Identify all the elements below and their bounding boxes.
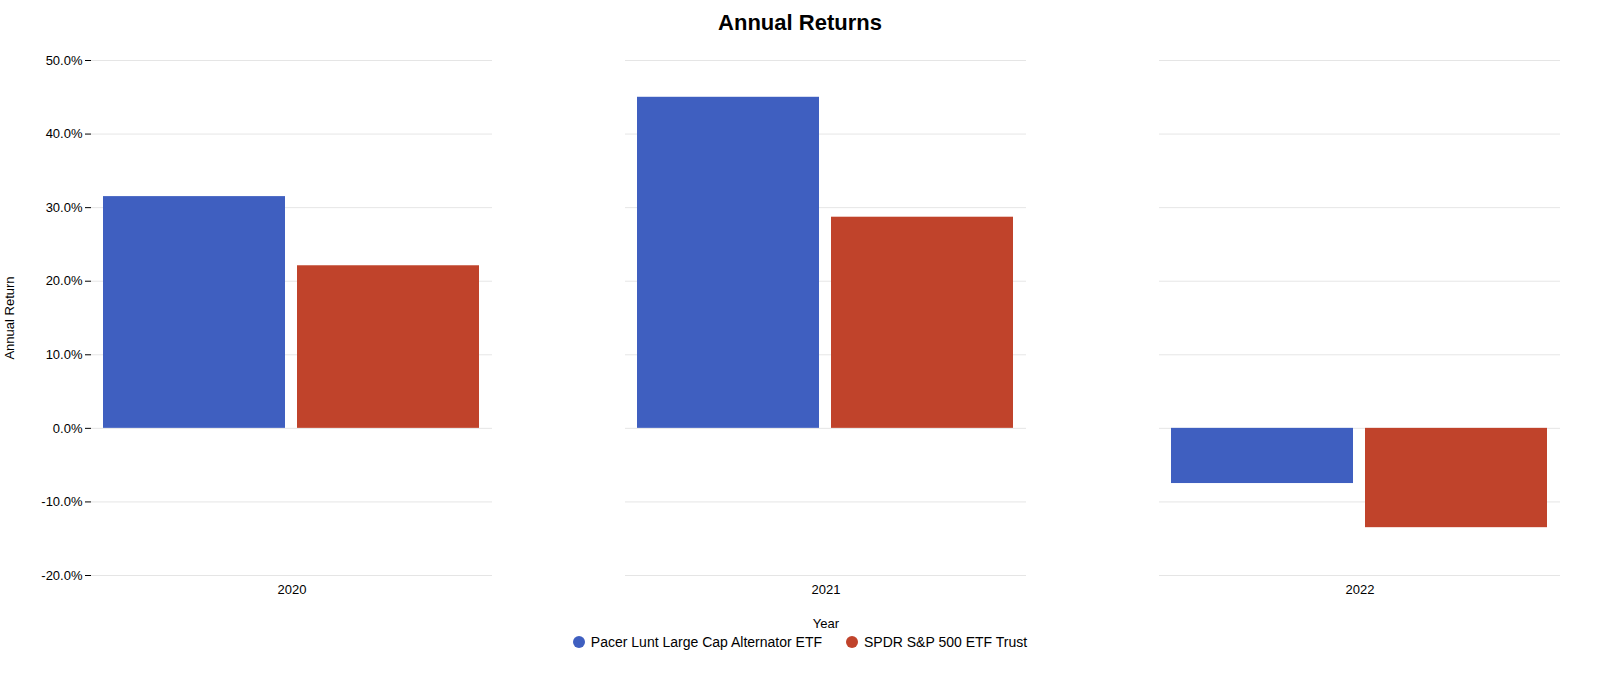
svg-text:20.0%: 20.0%	[46, 273, 83, 288]
svg-text:30.0%: 30.0%	[46, 200, 83, 215]
svg-text:-10.0%: -10.0%	[41, 494, 83, 509]
html-text:Annual Returns: Annual Returns	[718, 10, 882, 35]
svg-text:2020: 2020	[278, 582, 307, 597]
html-text:SPDR S&P 500 ETF Trust: SPDR S&P 500 ETF Trust	[864, 634, 1028, 650]
svg-text:Annual Return: Annual Return	[2, 276, 17, 359]
svg-text:10.0%: 10.0%	[46, 347, 83, 362]
svg-text:0.0%: 0.0%	[53, 421, 83, 436]
svg-text:40.0%: 40.0%	[46, 126, 83, 141]
svg-text:2022: 2022	[1346, 582, 1375, 597]
svg-text:50.0%: 50.0%	[46, 53, 83, 68]
svg-text:-20.0%: -20.0%	[41, 568, 83, 583]
html-text:Pacer Lunt Large Cap Alternato: Pacer Lunt Large Cap Alternator ETF	[590, 634, 822, 650]
svg-text:2021: 2021	[812, 582, 841, 597]
svg-text:Year: Year	[813, 616, 840, 631]
